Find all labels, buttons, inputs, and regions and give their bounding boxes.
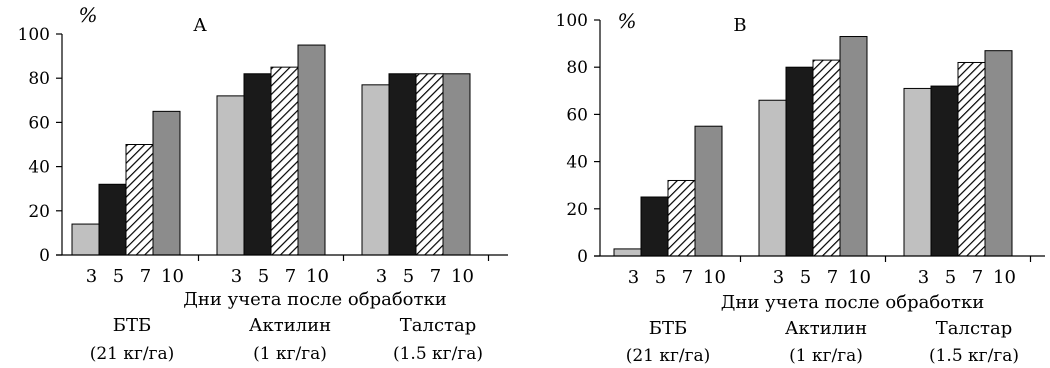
x-tick-label: 7 bbox=[140, 266, 151, 287]
bar-Актилин-day-7 bbox=[270, 66, 299, 256]
x-tick-label: 10 bbox=[703, 267, 726, 288]
group-dose: (21 кг/га) bbox=[90, 344, 175, 364]
y-unit-label: % bbox=[78, 3, 97, 27]
group-dose: (1 кг/га) bbox=[789, 346, 863, 366]
group-name: БТБ bbox=[649, 318, 687, 339]
bar-Талстар-day-10 bbox=[984, 50, 1013, 257]
bar-Актилин-day-10 bbox=[297, 44, 326, 256]
x-tick-label: 10 bbox=[306, 266, 329, 287]
x-tick-label: 7 bbox=[430, 266, 441, 287]
x-tick-label: 7 bbox=[682, 267, 693, 288]
bar-Талстар-day-5 bbox=[388, 73, 417, 256]
x-tick-label: 5 bbox=[800, 267, 811, 288]
x-tick-label: 7 bbox=[285, 266, 296, 287]
bar-Актилин-day-10 bbox=[839, 36, 868, 257]
x-tick-label: 10 bbox=[161, 266, 184, 287]
group-name: БТБ bbox=[113, 315, 151, 336]
y-tick-label: 100 bbox=[556, 11, 588, 31]
bar-Талстар-day-3 bbox=[903, 87, 932, 257]
bar-Талстар-day-3 bbox=[361, 84, 390, 256]
x-tick-label: 10 bbox=[451, 266, 474, 287]
group-dose: (21 кг/га) bbox=[626, 346, 711, 366]
bar-БТБ-day-7 bbox=[125, 144, 154, 256]
group-dose: (1.5 кг/га) bbox=[393, 344, 483, 364]
bar-Актилин-day-7 bbox=[812, 59, 841, 257]
x-tick-label: 5 bbox=[258, 266, 269, 287]
x-tick-label: 3 bbox=[773, 267, 784, 288]
x-axis-title: Дни учета после обработки bbox=[721, 292, 984, 313]
panel-label: A bbox=[193, 15, 208, 36]
bar-БТБ-day-3 bbox=[613, 248, 642, 257]
group-name: Актилин bbox=[785, 318, 867, 339]
x-tick-label: 3 bbox=[628, 267, 639, 288]
x-tick-label: 10 bbox=[848, 267, 871, 288]
bar-БТБ-day-5 bbox=[98, 183, 127, 256]
bar-Талстар-day-7 bbox=[415, 73, 444, 256]
x-tick-label: 5 bbox=[655, 267, 666, 288]
bar-БТБ-day-7 bbox=[667, 179, 696, 257]
x-tick-label: 7 bbox=[972, 267, 983, 288]
panel-label: B bbox=[733, 15, 746, 36]
bar-Актилин-day-5 bbox=[785, 66, 814, 257]
x-tick-label: 5 bbox=[403, 266, 414, 287]
y-tick-label: 80 bbox=[566, 58, 588, 78]
y-tick-label: 40 bbox=[28, 158, 50, 178]
y-tick-label: 20 bbox=[28, 202, 50, 222]
x-tick-label: 10 bbox=[993, 267, 1016, 288]
bar-БТБ-day-5 bbox=[640, 196, 669, 257]
y-unit-label: % bbox=[617, 9, 636, 33]
x-tick-label: 3 bbox=[231, 266, 242, 287]
y-tick-label: 0 bbox=[577, 247, 588, 267]
x-tick-label: 7 bbox=[827, 267, 838, 288]
bar-БТБ-day-3 bbox=[71, 223, 100, 256]
x-tick-label: 5 bbox=[113, 266, 124, 287]
group-name: Талстар bbox=[936, 318, 1012, 339]
x-tick-label: 3 bbox=[918, 267, 929, 288]
bar-Актилин-day-3 bbox=[216, 95, 245, 256]
bar-Актилин-day-5 bbox=[243, 73, 272, 256]
y-tick-label: 60 bbox=[566, 105, 588, 125]
y-tick-label: 40 bbox=[566, 153, 588, 173]
bar-БТБ-day-10 bbox=[152, 110, 181, 256]
x-tick-label: 5 bbox=[945, 267, 956, 288]
y-tick-label: 80 bbox=[28, 69, 50, 89]
group-name: Актилин bbox=[249, 315, 331, 336]
x-axis-title: Дни учета после обработки bbox=[183, 289, 446, 310]
x-tick-label: 3 bbox=[86, 266, 97, 287]
bar-БТБ-day-10 bbox=[694, 125, 723, 257]
y-tick-label: 0 bbox=[39, 246, 50, 266]
bar-Талстар-day-5 bbox=[930, 85, 959, 257]
group-name: Талстар bbox=[400, 315, 476, 336]
y-tick-label: 20 bbox=[566, 200, 588, 220]
bar-Актилин-day-3 bbox=[758, 99, 787, 257]
bar-Талстар-day-7 bbox=[957, 61, 986, 257]
x-tick-label: 3 bbox=[376, 266, 387, 287]
y-tick-label: 100 bbox=[18, 25, 50, 45]
group-dose: (1 кг/га) bbox=[253, 344, 327, 364]
group-dose: (1.5 кг/га) bbox=[929, 346, 1019, 366]
bar-Талстар-day-10 bbox=[442, 73, 471, 256]
y-tick-label: 60 bbox=[28, 113, 50, 133]
